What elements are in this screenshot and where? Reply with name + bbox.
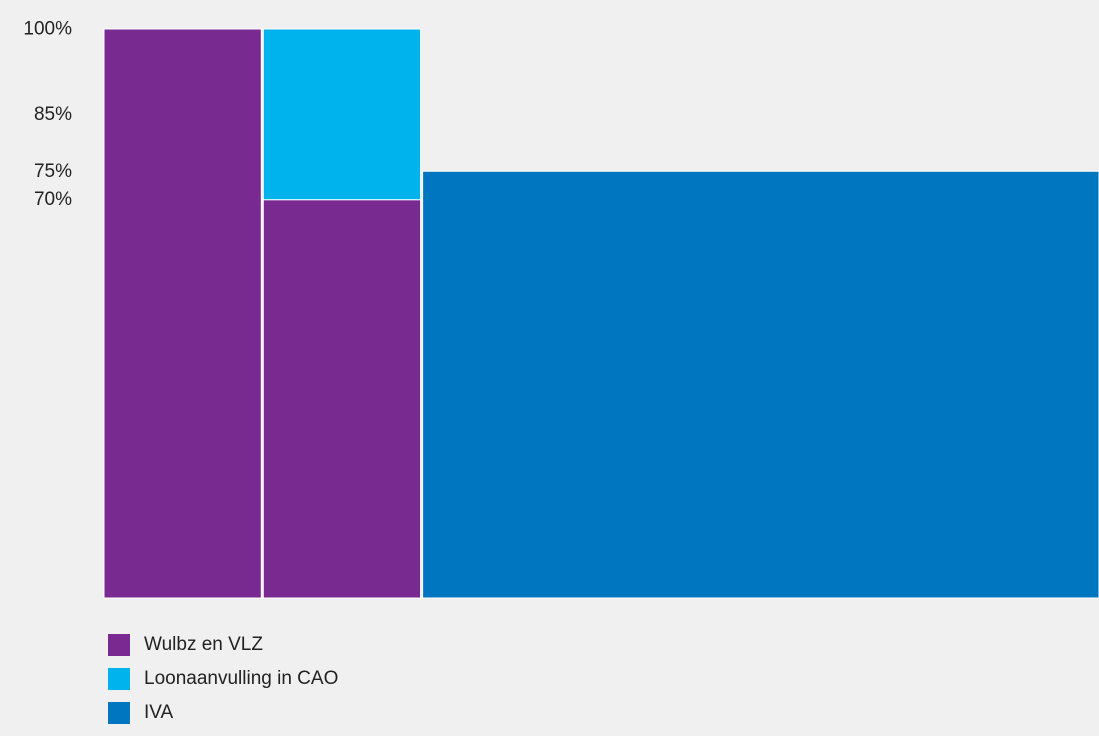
legend-label-iva: IVA bbox=[144, 702, 174, 723]
legend-swatch-wulbz bbox=[108, 634, 130, 656]
legend-item-loonaanvulling: Loonaanvulling in CAO bbox=[108, 662, 338, 696]
legend: Wulbz en VLZ Loonaanvulling in CAO IVA bbox=[108, 628, 338, 730]
y-tick-label: 85% bbox=[34, 104, 72, 125]
legend-label-loonaanvulling: Loonaanvulling in CAO bbox=[144, 668, 339, 689]
chart: 100% 85% 75% 70% bbox=[23, 19, 1099, 599]
y-tick-label: 75% bbox=[34, 161, 72, 182]
bar-segment bbox=[262, 28, 422, 201]
legend-item-iva: IVA bbox=[108, 696, 338, 730]
legend-swatch-iva bbox=[108, 702, 130, 724]
legend-item-wulbz: Wulbz en VLZ bbox=[108, 628, 338, 662]
bar-segment bbox=[103, 28, 262, 599]
y-tick-label: 100% bbox=[23, 19, 72, 40]
y-tick-label: 70% bbox=[34, 189, 72, 210]
bar-segment bbox=[262, 199, 422, 599]
legend-swatch-loonaanvulling bbox=[108, 668, 130, 690]
bar-segment bbox=[422, 170, 1099, 599]
legend-label-wulbz: Wulbz en VLZ bbox=[144, 634, 263, 655]
